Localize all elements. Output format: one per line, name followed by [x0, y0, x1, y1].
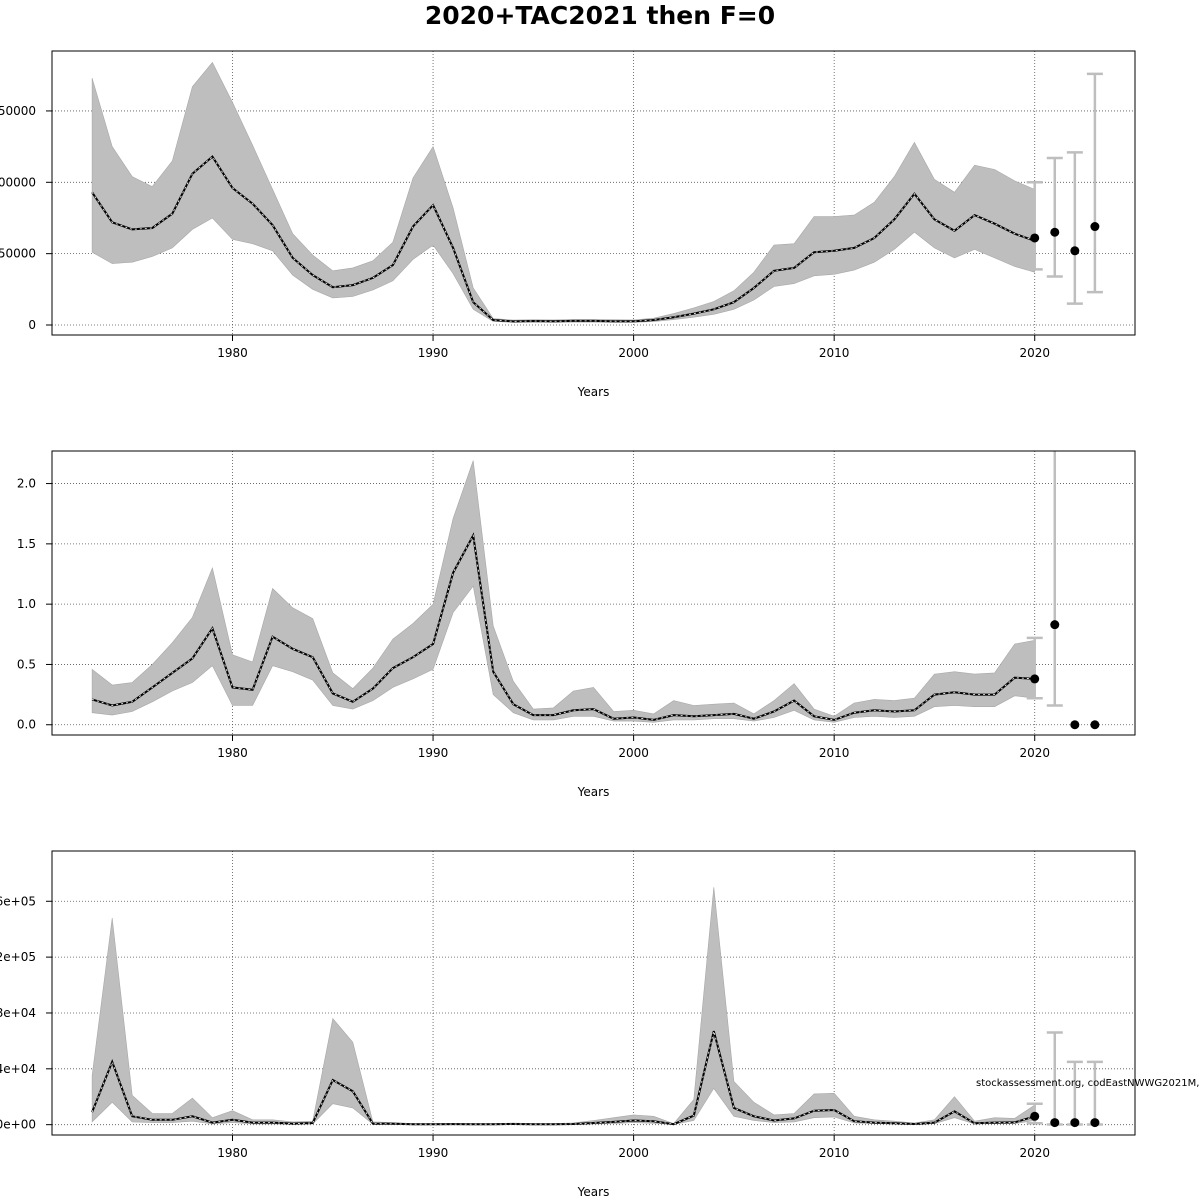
y-tick-label: 8e+04: [0, 1006, 36, 1020]
x-tick-label: 2020: [1019, 746, 1050, 760]
projection-point: [1090, 720, 1100, 730]
plot-frame: [51, 450, 1136, 736]
x-tick-label: 2010: [819, 1146, 850, 1160]
y-tick-label: 2.0: [17, 477, 36, 491]
projection-point: [1050, 227, 1060, 237]
y-tick-label: 1.5: [17, 537, 36, 551]
x-tick-label: 1990: [418, 346, 449, 360]
confidence-band: [91, 61, 1035, 323]
x-tick-label: 2010: [819, 346, 850, 360]
plot-frame: [51, 50, 1136, 336]
x-tick-label: 2010: [819, 746, 850, 760]
y-tick-label: 4e+04: [0, 1062, 36, 1076]
confidence-band: [91, 887, 1035, 1125]
x-tick-label: 1980: [217, 1146, 248, 1160]
y-tick-label: 0.0: [17, 718, 36, 732]
estimate-line-dots: [91, 1030, 1035, 1125]
plot-area: [91, 451, 1100, 730]
x-tick-label: 2000: [618, 746, 649, 760]
x-tick-label: 1990: [418, 746, 449, 760]
projection-point: [1050, 1118, 1060, 1128]
watermark-text: stockassessment.org, codEastNWWG2021M,: [976, 1078, 1199, 1089]
panel-recruitment: 1980 1990 2000 2010 2020 0e+00 4e+04 8e+04 1.2e+…: [0, 850, 1136, 1199]
x-tick-label: 2020: [1019, 346, 1050, 360]
y-tick-label: 1.2e+05: [0, 950, 36, 964]
chart-title: 2020+TAC2021 then F=0: [424, 1, 776, 30]
x-tick-label: 2000: [618, 1146, 649, 1160]
x-axis-label: Years: [577, 385, 610, 399]
y-tick-label: 100000: [0, 175, 36, 189]
plot-area: [91, 887, 1103, 1128]
projection-point: [1070, 246, 1080, 256]
x-tick-label: 2000: [618, 346, 649, 360]
x-axis-label: Years: [577, 785, 610, 799]
projection-point: [1070, 720, 1080, 730]
projection-point: [1090, 1118, 1100, 1128]
x-tick-label: 1980: [217, 746, 248, 760]
y-tick-label: 0: [28, 318, 36, 332]
plot-area: [91, 61, 1103, 323]
confidence-band: [91, 460, 1035, 723]
x-axis-label: Years: [577, 1185, 610, 1199]
x-tick-label: 1990: [418, 1146, 449, 1160]
y-tick-label: 150000: [0, 104, 36, 118]
x-tick-label: 2020: [1019, 1146, 1050, 1160]
plot-frame: [51, 850, 1136, 1136]
y-tick-label: 1.0: [17, 597, 36, 611]
projection-point: [1030, 233, 1040, 243]
projection-point: [1050, 620, 1060, 630]
projection-point: [1090, 222, 1100, 232]
y-tick-label: 0.5: [17, 657, 36, 671]
estimate-line-dots: [91, 155, 1035, 322]
projection-point: [1030, 1111, 1040, 1121]
y-tick-label: 50000: [0, 247, 36, 261]
estimate-line: [91, 1030, 1035, 1126]
projection-point: [1030, 674, 1040, 684]
panel-fbar: 1980 1990 2000 2010 2020 0.0 0.5 1.0 1.5 2.0 Years: [17, 450, 1136, 799]
projection-point: [1070, 1118, 1080, 1128]
y-tick-label: 1.6e+05: [0, 894, 36, 908]
estimate-line-dots: [91, 534, 1035, 721]
panel-ssb: 1980 1990 2000 2010 2020 0 50000 100000 150000 Ye…: [0, 50, 1136, 399]
y-tick-label: 0e+00: [0, 1118, 36, 1132]
x-tick-label: 1980: [217, 346, 248, 360]
